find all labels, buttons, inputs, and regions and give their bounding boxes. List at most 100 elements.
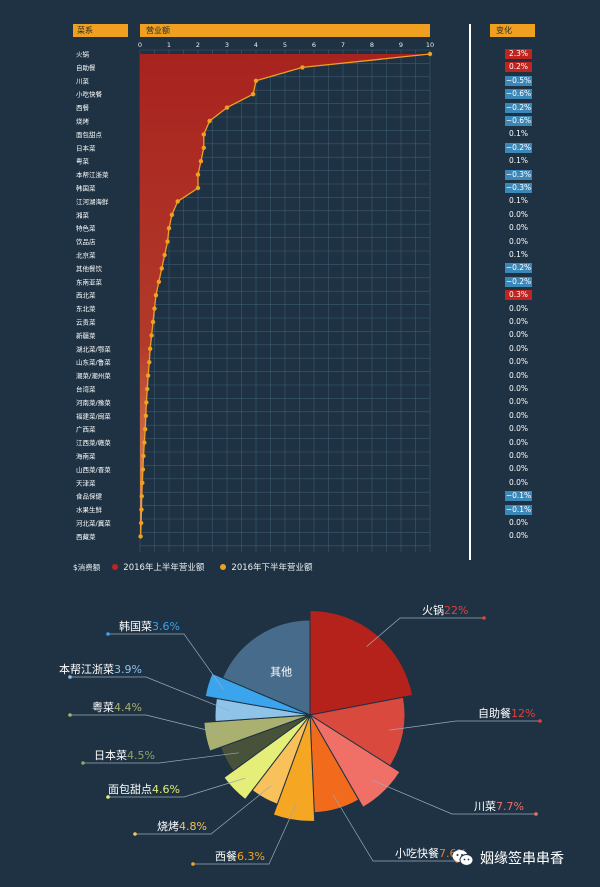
wechat-icon: [452, 850, 474, 866]
column-divider: [469, 24, 471, 560]
data-point: [140, 467, 146, 472]
leader-dot: [68, 713, 72, 717]
legend-item-h1: 2016年上半年营业额: [112, 561, 204, 573]
pie-slice: [272, 714, 316, 822]
header-change: 变化: [490, 24, 535, 37]
data-point: [201, 132, 206, 137]
data-point: [145, 373, 151, 378]
category-label: 福建菜/闽菜: [76, 411, 111, 420]
data-point: [139, 494, 144, 499]
x-tick-label: 7: [341, 41, 345, 49]
data-point: [138, 520, 144, 526]
data-point: [250, 92, 256, 97]
category-label: 天津菜: [76, 478, 96, 487]
data-point: [144, 400, 149, 405]
legend-unit: $消费额: [73, 562, 101, 572]
data-point: [300, 65, 305, 70]
data-point: [138, 534, 143, 539]
category-label: 日本菜: [76, 143, 96, 152]
leader-line: [108, 633, 224, 690]
category-label: 其他餐饮: [76, 264, 103, 273]
leader-dot: [191, 862, 195, 866]
category-label: 云贵菜: [76, 318, 96, 327]
category-label: 海南菜: [76, 452, 96, 461]
watermark-text: 姻缘签串串香: [480, 851, 564, 867]
change-value: 0.0%: [508, 424, 529, 434]
leader-dot: [534, 812, 538, 816]
data-point: [140, 480, 145, 485]
pie-label: 日本菜4.5%: [94, 748, 155, 762]
change-value: 0.0%: [508, 303, 529, 313]
change-value: −0.3%: [505, 183, 532, 193]
leader-line: [135, 785, 272, 835]
change-value: −0.2%: [505, 276, 532, 287]
change-value: 0.0%: [508, 209, 529, 219]
pie-slice: [203, 714, 311, 752]
data-point: [153, 293, 159, 298]
data-point: [195, 172, 201, 177]
change-value: 0.0%: [508, 531, 529, 541]
leader-line: [366, 617, 484, 647]
pie-label: 川菜7.7%: [474, 800, 524, 813]
legend-label-h2: 2016年下半年营业额: [231, 563, 313, 573]
change-value: 0.0%: [508, 384, 529, 393]
change-value: −0.2%: [505, 142, 532, 153]
data-point: [207, 118, 212, 124]
data-point: [195, 185, 201, 191]
leader-dot: [133, 832, 137, 836]
change-value: −0.1%: [505, 491, 532, 502]
data-point: [150, 319, 156, 325]
data-point: [147, 360, 152, 365]
category-label: 江河湖海鲜: [76, 197, 109, 206]
category-label: 新疆菜: [76, 331, 96, 340]
pie-label: 西餐6.3%: [215, 849, 265, 863]
data-point: [175, 199, 180, 204]
data-point: [145, 386, 150, 392]
data-point: [224, 105, 230, 110]
pie-slice: [221, 619, 311, 716]
data-point: [152, 306, 157, 311]
change-value: 0.0%: [508, 464, 529, 474]
category-label: 东南亚菜: [76, 277, 103, 286]
category-label: 河南菜/豫菜: [76, 398, 111, 407]
change-value: −0.6%: [505, 116, 532, 126]
category-label: 东北菜: [76, 304, 96, 313]
category-label: 山西菜/晋菜: [76, 465, 111, 474]
x-tick-label: 6: [312, 41, 316, 49]
data-point: [159, 266, 164, 271]
pie-label: 烧烤4.8%: [157, 819, 207, 833]
data-point: [162, 252, 167, 258]
change-value: 0.0%: [508, 397, 529, 407]
leader-dot: [68, 675, 72, 679]
data-point: [169, 212, 175, 217]
data-point: [143, 427, 148, 432]
legend-item-h2: 2016年下半年营业额: [220, 561, 313, 573]
data-point: [427, 51, 433, 57]
pie-slice: [309, 714, 401, 808]
leader-dot: [81, 761, 85, 765]
category-label: 广西菜: [76, 425, 96, 434]
leader-line: [332, 794, 457, 862]
pie-label: 粤菜4.4%: [92, 700, 142, 714]
category-label: 西藏菜: [76, 532, 96, 541]
category-label: 水果生鲜: [76, 505, 103, 514]
data-point: [253, 78, 259, 84]
x-tick-label: 4: [254, 41, 258, 49]
category-label: 湘菜: [76, 210, 90, 219]
category-label: 食品保健: [76, 492, 103, 501]
category-label: 北京菜: [76, 251, 96, 260]
change-value: −0.6%: [505, 89, 532, 100]
chart-legend: $消费额 2016年上半年营业额 2016年下半年营业额: [73, 561, 329, 574]
change-value: 0.1%: [508, 196, 529, 206]
change-value: 0.0%: [508, 437, 529, 447]
change-value: −0.2%: [505, 263, 532, 274]
pie-slice: [308, 696, 406, 767]
category-label: 烧烤: [76, 117, 90, 126]
x-tick-label: 0: [138, 41, 142, 49]
category-label: 西北菜: [76, 291, 96, 300]
data-point: [166, 226, 172, 231]
change-value: 0.0%: [508, 518, 529, 527]
data-point: [165, 239, 170, 244]
leader-dot: [106, 632, 110, 636]
